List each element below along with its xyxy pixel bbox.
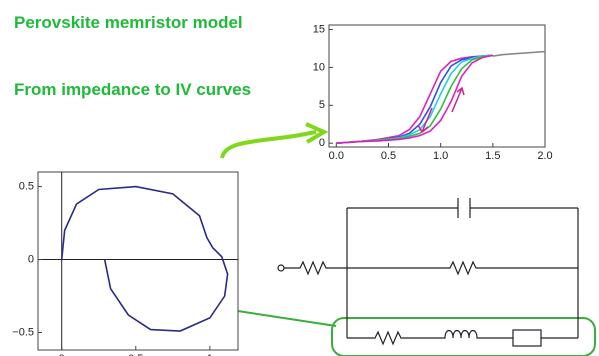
series-line — [336, 54, 493, 145]
arrow — [220, 130, 317, 159]
sweep-arrow — [417, 107, 433, 134]
x-tick-label: 0.5 — [381, 150, 396, 162]
plot-frame — [37, 171, 239, 351]
x-tick-label: 0.5 — [128, 353, 143, 356]
y-tick-label: 0.5 — [19, 180, 34, 192]
circuit — [277, 198, 579, 347]
x-tick-label: 0 — [59, 353, 65, 356]
y-tick-label: −0.5 — [12, 326, 34, 338]
x-tick-label: 0.0 — [329, 150, 344, 162]
y-tick-label: 10 — [313, 61, 325, 73]
x-tick-label: 1.5 — [485, 150, 500, 162]
x-tick-label: 2.0 — [537, 150, 552, 162]
series-line — [492, 50, 546, 57]
x-tick-label: 1 — [207, 353, 213, 356]
plot-frame — [328, 24, 546, 148]
y-tick-label: 5 — [319, 99, 325, 111]
highlight — [331, 317, 596, 356]
y-tick-label: 15 — [313, 23, 325, 35]
series-line — [60, 185, 229, 332]
sweep-arrow — [451, 86, 465, 113]
y-tick-label: 0 — [319, 137, 325, 149]
title: Perovskite memristor model — [14, 13, 243, 32]
subtitle: From impedance to IV curves — [14, 80, 251, 99]
y-tick-label: 0 — [28, 253, 34, 265]
arrow-head — [305, 122, 329, 144]
x-tick-label: 1.0 — [433, 150, 448, 162]
